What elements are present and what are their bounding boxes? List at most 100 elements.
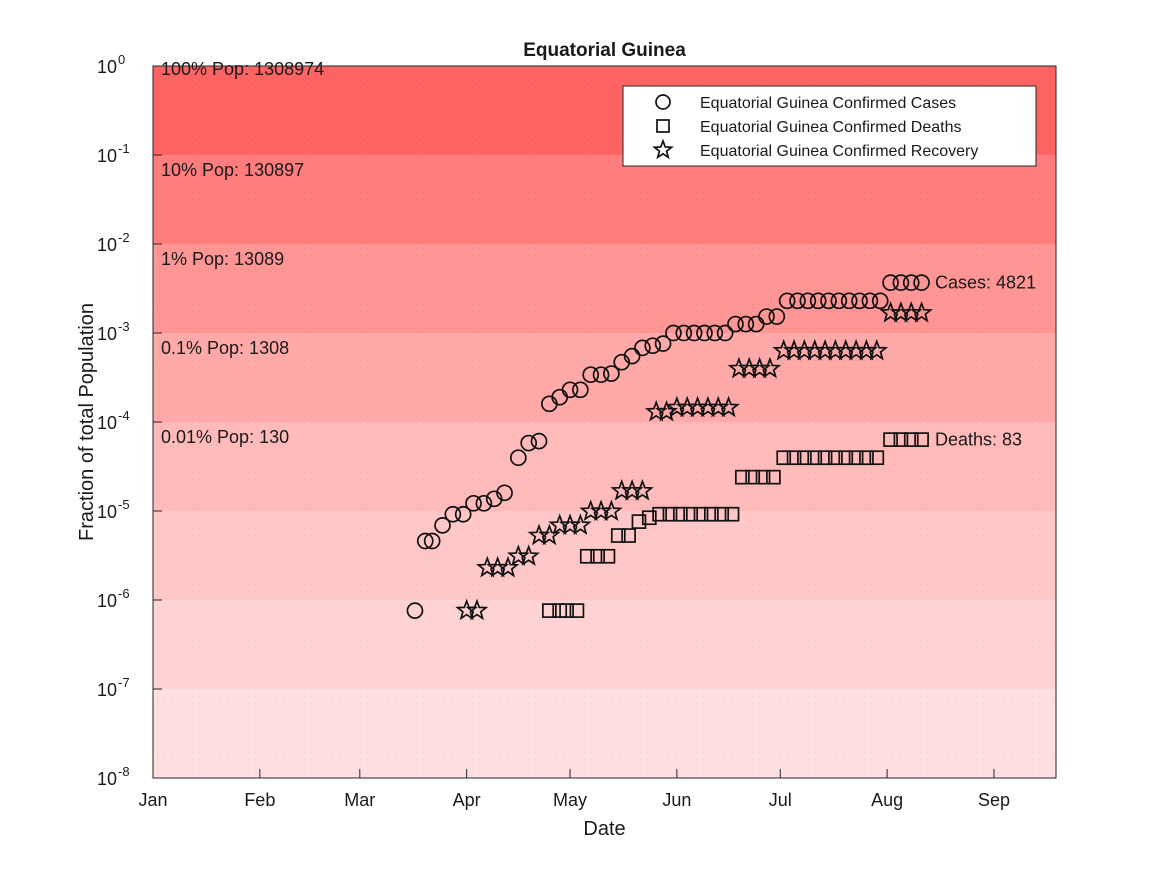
circle-point-34 <box>758 308 775 325</box>
star-point-25 <box>717 395 740 418</box>
y-tick-label-4: 10 <box>97 413 117 433</box>
square-point-6 <box>600 548 616 564</box>
legend-entry-1: Equatorial Guinea Confirmed Deaths <box>700 119 961 136</box>
square-point-13 <box>672 506 688 522</box>
square-point-19 <box>735 469 750 485</box>
circle-point-16 <box>572 381 589 399</box>
circle-point-38 <box>799 292 817 310</box>
circle-point-31 <box>727 315 744 333</box>
circle-point-23 <box>644 337 662 355</box>
x-tick-label-8: Sep <box>978 790 1010 810</box>
circle-point-8 <box>485 490 503 508</box>
circle-point-3 <box>434 516 451 534</box>
circle-point-12 <box>530 432 548 450</box>
x-tick-label-4: May <box>553 790 587 810</box>
star-point-6 <box>517 544 541 566</box>
circle-point-49 <box>913 274 930 291</box>
y-tick-label-0: 10 <box>97 57 117 77</box>
series-square <box>542 432 929 618</box>
square-point-21 <box>755 469 771 485</box>
square-point-33 <box>883 432 898 447</box>
square-point-9 <box>631 514 647 529</box>
square-point-29 <box>838 450 854 466</box>
square-point-12 <box>662 506 678 522</box>
circle-point-9 <box>496 484 513 502</box>
band-label-0: 100% Pop: 1308974 <box>161 59 324 79</box>
circle-point-27 <box>685 324 703 342</box>
circle-point-6 <box>465 494 482 512</box>
end-label-deaths: Deaths: 83 <box>935 430 1022 450</box>
band-label-4: 0.01% Pop: 130 <box>161 427 289 447</box>
circle-point-17 <box>582 366 600 384</box>
circle-point-44 <box>861 292 879 310</box>
circle-point-30 <box>716 324 734 342</box>
square-point-24 <box>786 450 802 466</box>
x-tick-label-7: Aug <box>871 790 903 810</box>
circle-point-7 <box>475 494 493 512</box>
square-point-22 <box>766 469 781 485</box>
y-tick-exponent-5: -5 <box>118 497 130 512</box>
legend-entry-0: Equatorial Guinea Confirmed Cases <box>700 95 956 112</box>
square-point-20 <box>745 469 761 485</box>
star-point-17 <box>631 479 654 501</box>
star-point-39 <box>865 338 889 361</box>
circle-point-28 <box>696 324 713 342</box>
x-tick-label-2: Mar <box>344 790 375 810</box>
circle-point-19 <box>603 365 620 382</box>
square-point-4 <box>579 548 595 564</box>
series-circle <box>406 274 930 619</box>
y-tick-exponent-8: -8 <box>118 764 130 779</box>
legend: Equatorial Guinea Confirmed Cases Equator… <box>622 85 1037 167</box>
y-tick-label-6: 10 <box>97 591 117 611</box>
y-tick-label-5: 10 <box>97 502 117 522</box>
band-label-1: 10% Pop: 130897 <box>161 160 304 180</box>
data-series <box>406 274 933 621</box>
circle-point-40 <box>820 292 837 310</box>
circle-point-48 <box>902 274 920 291</box>
square-point-31 <box>859 450 874 466</box>
circle-point-41 <box>830 292 848 310</box>
circle-point-21 <box>623 347 641 365</box>
circle-point-39 <box>809 292 827 310</box>
star-point-1 <box>465 598 489 621</box>
x-tick-label-1: Feb <box>244 790 275 810</box>
y-tick-label-1: 10 <box>97 146 117 166</box>
y-axis-label: Fraction of total Population <box>76 303 98 541</box>
band-label-2: 1% Pop: 13089 <box>161 249 284 269</box>
circle-point-47 <box>892 274 910 291</box>
square-point-7 <box>610 528 626 543</box>
circle-point-0 <box>406 602 424 619</box>
y-tick-exponent-1: -1 <box>118 141 130 156</box>
square-point-36 <box>914 432 929 447</box>
circle-point-37 <box>789 292 806 310</box>
band-label-3: 0.1% Pop: 1308 <box>161 338 289 358</box>
circle-point-46 <box>882 274 899 291</box>
square-point-18 <box>724 506 740 522</box>
circle-point-42 <box>840 292 858 310</box>
x-tick-label-6: Jul <box>769 790 792 810</box>
square-point-3 <box>569 603 585 618</box>
square-point-28 <box>828 450 843 466</box>
circle-point-35 <box>768 308 786 325</box>
circle-point-24 <box>654 335 672 352</box>
square-point-8 <box>621 528 636 543</box>
legend-marker-circle <box>655 94 671 110</box>
legend-box <box>622 85 1037 167</box>
x-tick-label-0: Jan <box>138 790 167 810</box>
square-point-35 <box>903 432 919 447</box>
square-point-17 <box>714 506 730 522</box>
y-tick-exponent-7: -7 <box>118 675 130 690</box>
circle-point-10 <box>509 449 527 467</box>
y-tick-label-3: 10 <box>97 324 117 344</box>
end-label-cases: Cases: 4821 <box>935 273 1036 293</box>
circle-point-11 <box>520 434 538 452</box>
y-tick-exponent-0: 0 <box>118 52 125 67</box>
y-tick-label-2: 10 <box>97 235 117 255</box>
star-point-14 <box>600 499 623 522</box>
square-point-32 <box>869 450 885 466</box>
square-point-15 <box>693 506 709 522</box>
circle-point-32 <box>737 315 755 333</box>
